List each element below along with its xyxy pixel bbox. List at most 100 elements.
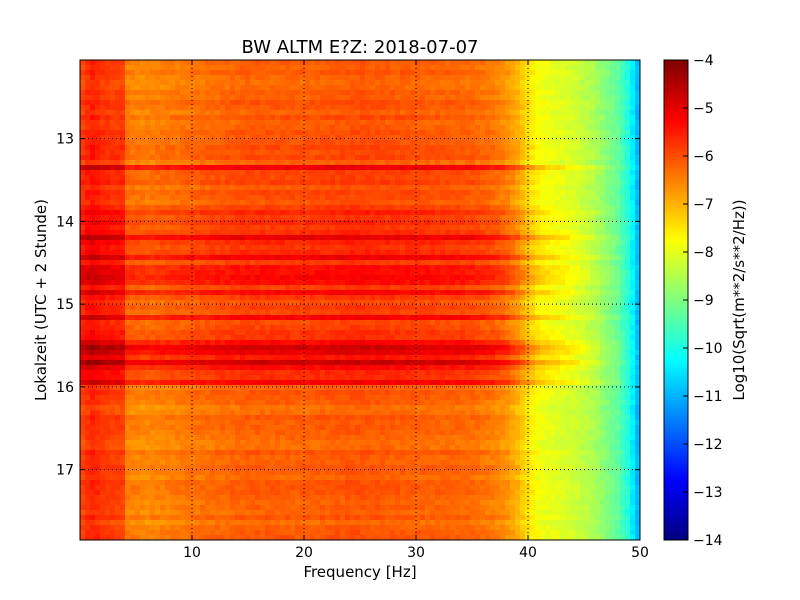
- heatmap-cell: [235, 210, 241, 216]
- heatmap-cell: [510, 60, 516, 66]
- heatmap-cell: [295, 130, 301, 136]
- heatmap-cell: [410, 150, 416, 156]
- heatmap-cell: [255, 125, 261, 131]
- heatmap-cell: [130, 265, 136, 271]
- heatmap-cell: [365, 90, 371, 96]
- heatmap-cell: [155, 175, 161, 181]
- heatmap-cell: [165, 85, 171, 91]
- heatmap-cell: [325, 105, 331, 111]
- heatmap-cell: [160, 135, 166, 141]
- heatmap-cell: [230, 95, 236, 101]
- heatmap-cell: [230, 60, 236, 66]
- heatmap-cell: [160, 105, 166, 111]
- heatmap-cell: [135, 220, 141, 226]
- heatmap-cell: [455, 190, 461, 196]
- heatmap-cell: [465, 265, 471, 271]
- heatmap-cell: [355, 160, 361, 166]
- heatmap-cell: [190, 70, 196, 76]
- heatmap-cell: [630, 215, 636, 221]
- heatmap-cell: [290, 135, 296, 141]
- heatmap-cell: [465, 160, 471, 166]
- heatmap-cell: [330, 210, 336, 216]
- heatmap-cell: [200, 280, 206, 286]
- heatmap-cell: [585, 265, 591, 271]
- heatmap-cell: [180, 230, 186, 236]
- heatmap-cell: [320, 240, 326, 246]
- heatmap-cell: [405, 255, 411, 261]
- heatmap-cell: [115, 180, 121, 186]
- heatmap-cell: [515, 230, 521, 236]
- heatmap-cell: [515, 180, 521, 186]
- heatmap-cell: [630, 120, 636, 126]
- heatmap-cell: [245, 150, 251, 156]
- heatmap-cell: [245, 220, 251, 226]
- heatmap-cell: [260, 180, 266, 186]
- heatmap-cell: [360, 265, 366, 271]
- heatmap-cell: [430, 145, 436, 151]
- heatmap-cell: [490, 175, 496, 181]
- heatmap-cell: [490, 155, 496, 161]
- heatmap-cell: [280, 125, 286, 131]
- heatmap-cell: [360, 210, 366, 216]
- heatmap-cell: [575, 160, 581, 166]
- heatmap-cell: [605, 165, 611, 171]
- heatmap-cell: [90, 240, 96, 246]
- heatmap-cell: [235, 110, 241, 116]
- heatmap-cell: [170, 80, 176, 86]
- heatmap-cell: [270, 130, 276, 136]
- heatmap-cell: [510, 195, 516, 201]
- heatmap-cell: [420, 70, 426, 76]
- heatmap-cell: [160, 255, 166, 261]
- heatmap-cell: [300, 240, 306, 246]
- heatmap-cell: [200, 265, 206, 271]
- heatmap-cell: [305, 205, 311, 211]
- heatmap-cell: [305, 185, 311, 191]
- heatmap-cell: [575, 185, 581, 191]
- heatmap-cell: [100, 110, 106, 116]
- heatmap-cell: [400, 125, 406, 131]
- heatmap-cell: [125, 190, 131, 196]
- heatmap-cell: [235, 145, 241, 151]
- heatmap-cell: [340, 230, 346, 236]
- heatmap-cell: [495, 235, 501, 241]
- heatmap-cell: [480, 185, 486, 191]
- heatmap-cell: [580, 145, 586, 151]
- heatmap-cell: [280, 170, 286, 176]
- heatmap-cell: [450, 220, 456, 226]
- heatmap-cell: [160, 195, 166, 201]
- heatmap-cell: [400, 190, 406, 196]
- heatmap-cell: [535, 135, 541, 141]
- heatmap-cell: [125, 230, 131, 236]
- heatmap-cell: [375, 90, 381, 96]
- heatmap-cell: [145, 195, 151, 201]
- heatmap-cell: [620, 195, 626, 201]
- heatmap-cell: [570, 145, 576, 151]
- heatmap-cell: [240, 280, 246, 286]
- heatmap-cell: [255, 75, 261, 81]
- heatmap-cell: [520, 125, 526, 131]
- heatmap-cell: [120, 155, 126, 161]
- heatmap-cell: [605, 75, 611, 81]
- heatmap-cell: [185, 205, 191, 211]
- heatmap-cell: [540, 235, 546, 241]
- heatmap-cell: [360, 205, 366, 211]
- heatmap-cell: [450, 170, 456, 176]
- heatmap-cell: [325, 125, 331, 131]
- heatmap-cell: [605, 190, 611, 196]
- heatmap-cell: [470, 85, 476, 91]
- heatmap-cell: [465, 205, 471, 211]
- heatmap-cell: [340, 75, 346, 81]
- heatmap-cell: [540, 265, 546, 271]
- heatmap-cell: [575, 125, 581, 131]
- heatmap-cell: [180, 90, 186, 96]
- heatmap-cell: [475, 100, 481, 106]
- heatmap-cell: [100, 260, 106, 266]
- heatmap-cell: [635, 185, 640, 191]
- heatmap-cell: [285, 150, 291, 156]
- heatmap-cell: [340, 210, 346, 216]
- heatmap-cell: [130, 180, 136, 186]
- heatmap-cell: [420, 135, 426, 141]
- heatmap-cell: [115, 265, 121, 271]
- heatmap-cell: [240, 185, 246, 191]
- heatmap-cell: [470, 115, 476, 121]
